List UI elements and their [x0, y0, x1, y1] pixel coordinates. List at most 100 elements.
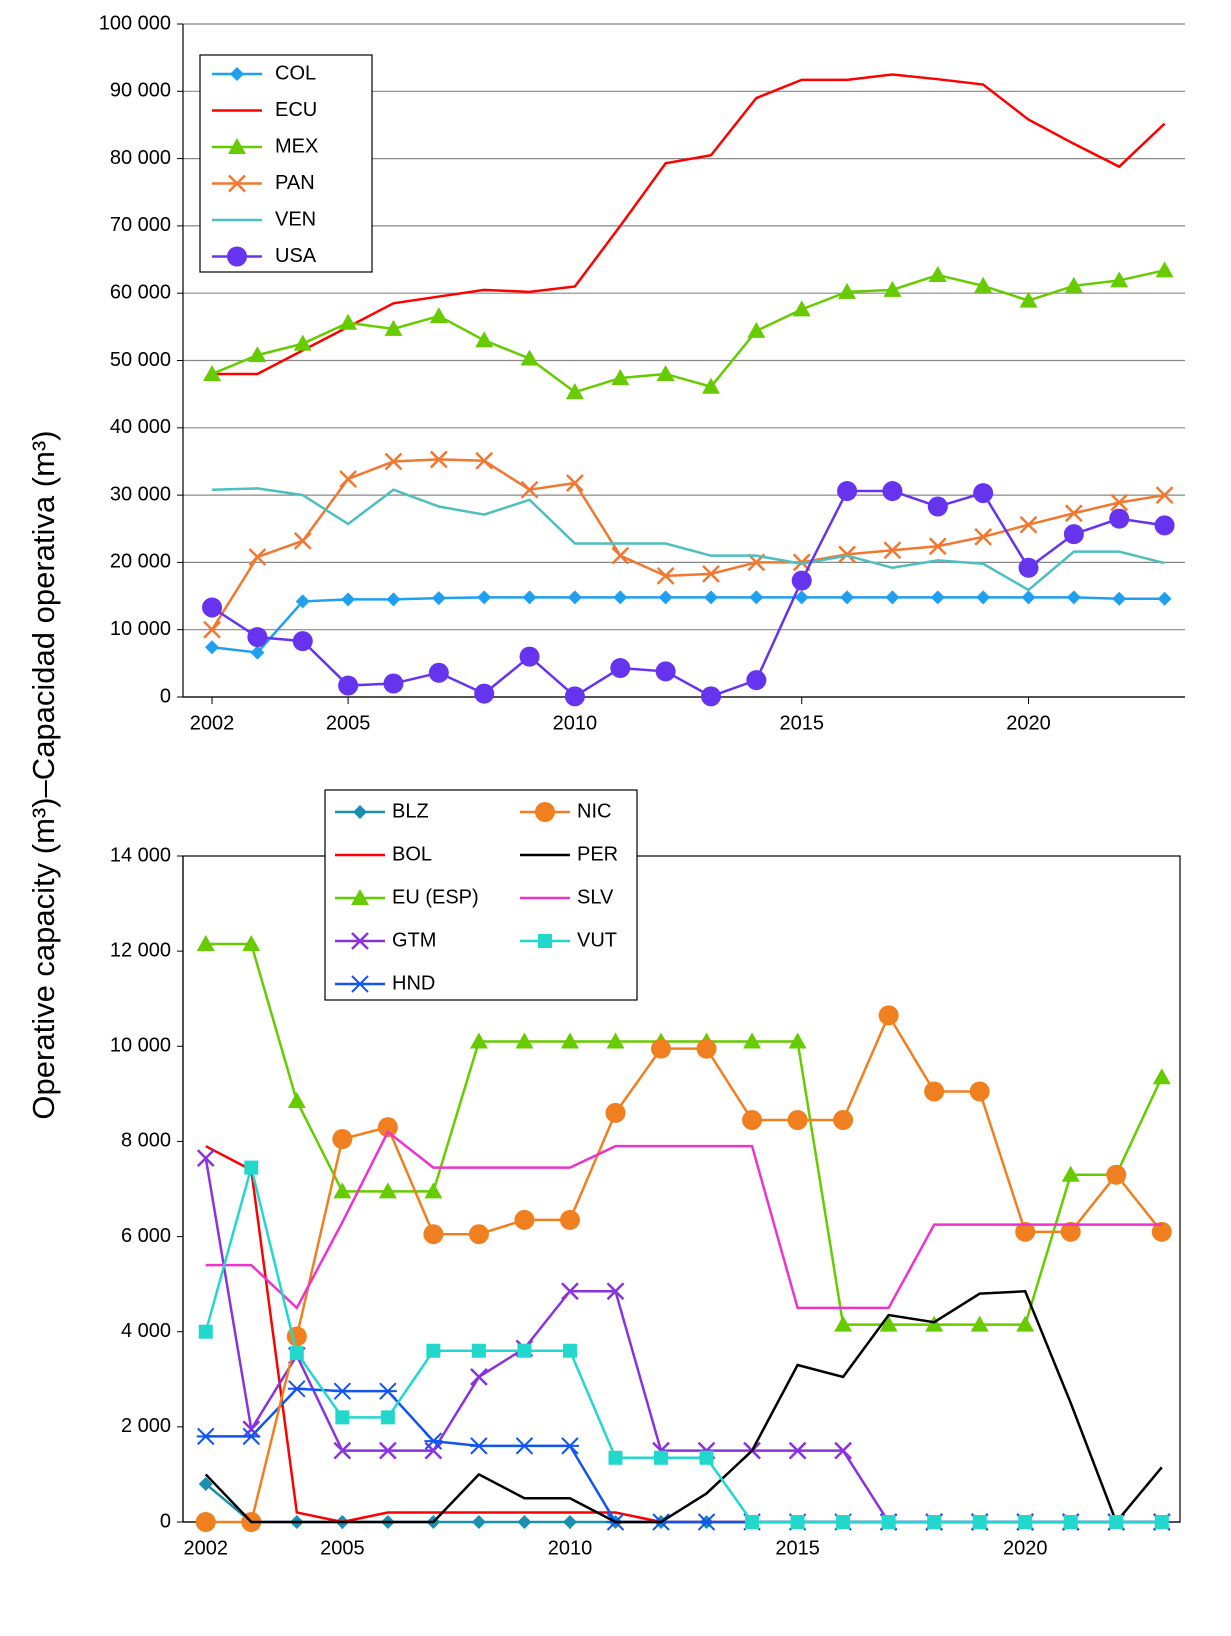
marker-part: [338, 675, 359, 696]
marker: [1064, 504, 1083, 523]
marker: [1063, 1515, 1078, 1529]
marker: [928, 537, 947, 556]
series-line: [211, 596, 1165, 654]
marker-part: [1064, 504, 1083, 523]
marker-part: [287, 1091, 306, 1108]
marker-part: [611, 368, 630, 385]
marker-part: [198, 1476, 213, 1491]
marker: [522, 590, 537, 605]
marker-part: [1018, 557, 1039, 578]
marker-part: [976, 590, 991, 605]
marker: [976, 590, 991, 605]
marker: [1060, 1221, 1081, 1242]
marker: [1154, 1515, 1169, 1529]
y-tick-label: 10 000: [110, 1035, 171, 1057]
marker-part: [1155, 486, 1174, 504]
legend-label: HND: [392, 972, 435, 994]
marker: [293, 531, 312, 550]
marker-part: [885, 590, 900, 605]
legend-label: VEN: [275, 208, 316, 230]
marker: [287, 1380, 306, 1398]
marker-part: [743, 1032, 762, 1049]
marker-part: [1109, 1515, 1124, 1529]
marker: [377, 1117, 398, 1138]
marker: [878, 1005, 899, 1026]
marker-part: [287, 1380, 306, 1398]
x-tick-label: 2020: [1006, 712, 1051, 734]
marker-part: [477, 590, 492, 605]
marker: [654, 1450, 669, 1465]
legend-label: EU (ESP): [392, 886, 479, 908]
marker-part: [198, 1324, 213, 1339]
marker-part: [292, 631, 313, 652]
marker: [974, 276, 993, 293]
marker-part: [1063, 524, 1084, 545]
marker: [474, 683, 495, 704]
marker: [248, 548, 267, 566]
marker-part: [1110, 271, 1129, 288]
y-tick-label: 60 000: [110, 281, 171, 303]
marker-part: [566, 474, 584, 492]
marker-part: [559, 1209, 580, 1230]
marker: [242, 1427, 261, 1446]
marker-part: [377, 1117, 398, 1138]
marker-part: [788, 1032, 807, 1049]
series-line: [205, 1387, 1162, 1524]
marker: [560, 1032, 579, 1049]
marker-part: [519, 646, 540, 667]
y-tick-label: 2 000: [121, 1415, 171, 1437]
marker: [198, 1476, 213, 1491]
marker-part: [1015, 1221, 1036, 1242]
marker-part: [611, 546, 630, 565]
marker-part: [1060, 1221, 1081, 1242]
marker: [658, 590, 673, 605]
marker-part: [560, 1437, 579, 1455]
marker: [749, 590, 764, 605]
marker: [295, 594, 310, 609]
marker-part: [697, 1513, 716, 1531]
marker-part: [562, 1515, 577, 1529]
marker: [1019, 291, 1038, 308]
x-tick-label: 2005: [320, 1537, 365, 1559]
marker-part: [838, 545, 856, 564]
marker-part: [429, 450, 448, 469]
marker-part: [840, 590, 855, 605]
legend-label: VUT: [577, 929, 617, 951]
marker: [471, 1515, 486, 1529]
series-line: [212, 73, 1166, 376]
marker: [333, 1382, 352, 1400]
y-tick-label: 70 000: [110, 214, 171, 236]
marker: [838, 282, 857, 299]
marker-part: [535, 802, 555, 822]
series-line: [204, 1289, 1163, 1525]
marker-part: [202, 597, 223, 618]
legend-label: ECU: [275, 99, 317, 121]
marker: [293, 334, 312, 351]
marker-part: [1157, 591, 1172, 606]
marker: [228, 138, 246, 154]
marker-part: [333, 1441, 352, 1460]
marker-part: [203, 620, 221, 639]
marker: [514, 1209, 535, 1230]
marker: [567, 590, 582, 605]
marker: [338, 675, 359, 696]
marker-part: [386, 592, 401, 607]
series-line: [211, 487, 1165, 592]
marker-part: [749, 590, 764, 605]
marker-part: [882, 481, 903, 502]
marker-part: [701, 377, 720, 394]
legend-label: SLV: [577, 886, 614, 908]
marker: [562, 1515, 577, 1529]
marker: [519, 646, 540, 667]
marker-part: [1019, 515, 1038, 534]
marker: [1019, 515, 1038, 534]
marker: [477, 590, 492, 605]
marker: [699, 1450, 714, 1465]
y-tick-label: 20 000: [110, 551, 171, 573]
marker: [701, 377, 720, 394]
marker: [743, 1032, 762, 1049]
marker-part: [924, 1081, 945, 1102]
marker: [606, 1282, 625, 1301]
marker: [332, 1129, 353, 1150]
marker: [195, 1512, 216, 1532]
